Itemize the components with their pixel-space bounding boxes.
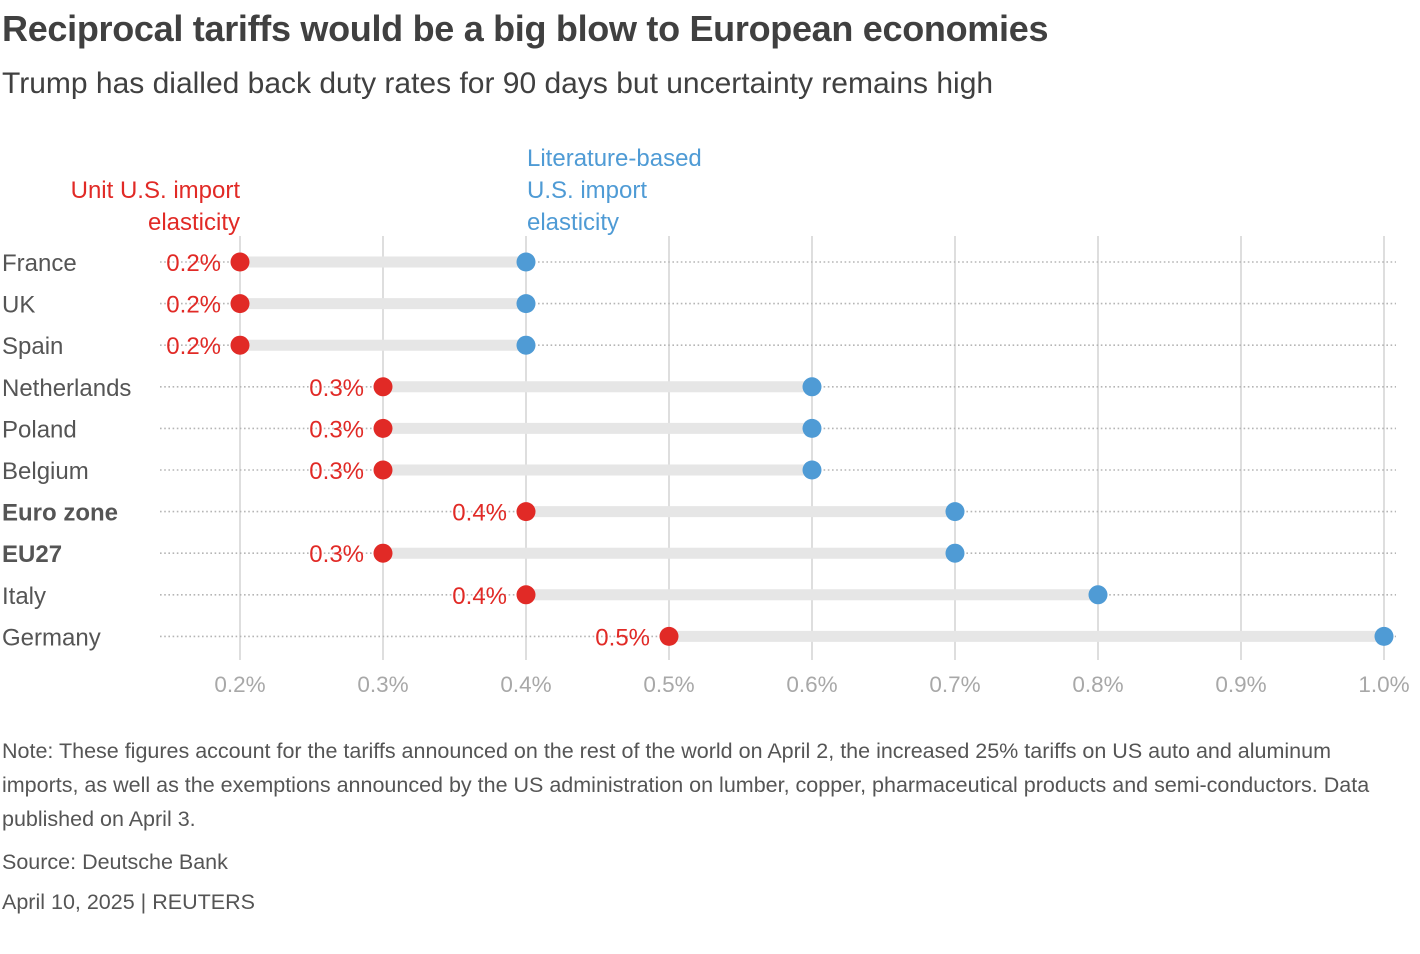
chart-title: Reciprocal tariffs would be a big blow t… bbox=[2, 8, 1049, 49]
literature-elasticity-point bbox=[516, 335, 536, 355]
x-tick-label: 0.9% bbox=[1215, 672, 1266, 697]
unit-elasticity-point bbox=[659, 626, 679, 646]
unit-value-label: 0.3% bbox=[309, 541, 364, 568]
literature-series-label: U.S. import bbox=[527, 177, 647, 204]
x-tick-label: 0.4% bbox=[500, 672, 551, 697]
unit-value-label: 0.3% bbox=[309, 375, 364, 402]
dumbbell-chart: France UK Spain Netherlands Poland Belgium Eur… bbox=[2, 145, 1410, 697]
category-label: Netherlands bbox=[2, 375, 131, 402]
unit-value-label: 0.5% bbox=[595, 624, 650, 651]
unit-value-label: 0.3% bbox=[309, 416, 364, 443]
x-tick-label: 0.8% bbox=[1072, 672, 1123, 697]
unit-elasticity-point bbox=[230, 294, 250, 314]
value-labels: 0.2% 0.2% 0.2% 0.3% 0.3% 0.3% 0.4% 0.3% 0.4% 0.5% bbox=[166, 250, 650, 651]
unit-elasticity-point bbox=[373, 418, 393, 438]
literature-elasticity-point bbox=[516, 294, 536, 314]
unit-elasticity-point bbox=[230, 335, 250, 355]
unit-series-label: elasticity bbox=[148, 209, 240, 236]
unit-elasticity-point bbox=[516, 585, 536, 605]
unit-value-label: 0.4% bbox=[452, 583, 507, 610]
unit-elasticity-point bbox=[373, 460, 393, 480]
data-points bbox=[230, 252, 1394, 646]
source-line: Source: Deutsche Bank bbox=[2, 850, 228, 874]
x-axis-ticks: 0.2% 0.3% 0.4% 0.5% 0.6% 0.7% 0.8% 0.9% 1.0% bbox=[214, 672, 1409, 697]
x-tick-label: 0.2% bbox=[214, 672, 265, 697]
literature-elasticity-point bbox=[945, 502, 965, 522]
category-label: France bbox=[2, 250, 77, 277]
unit-elasticity-point bbox=[373, 377, 393, 397]
x-tick-label: 0.5% bbox=[643, 672, 694, 697]
category-label: Germany bbox=[2, 624, 101, 651]
range-bands bbox=[240, 256, 1384, 642]
category-labels: France UK Spain Netherlands Poland Belgium Eur… bbox=[2, 250, 131, 651]
unit-value-label: 0.4% bbox=[452, 500, 507, 527]
unit-elasticity-point bbox=[516, 502, 536, 522]
literature-elasticity-point bbox=[516, 252, 536, 272]
literature-series-label: elasticity bbox=[527, 209, 619, 236]
unit-value-label: 0.2% bbox=[166, 333, 221, 360]
chart-subtitle: Trump has dialled back duty rates for 90… bbox=[2, 67, 994, 100]
row-guides bbox=[160, 261, 1396, 638]
category-label: Belgium bbox=[2, 458, 89, 485]
category-label: Italy bbox=[2, 583, 46, 610]
literature-elasticity-point bbox=[945, 543, 965, 563]
category-label: UK bbox=[2, 292, 35, 319]
category-label: EU27 bbox=[2, 541, 62, 568]
category-label: Euro zone bbox=[2, 500, 118, 527]
unit-series-label: Unit U.S. import bbox=[71, 177, 241, 204]
x-tick-label: 0.6% bbox=[786, 672, 837, 697]
literature-elasticity-point bbox=[802, 377, 822, 397]
category-label: Poland bbox=[2, 416, 77, 443]
x-tick-label: 1.0% bbox=[1358, 672, 1409, 697]
dateline: April 10, 2025 | REUTERS bbox=[2, 890, 255, 914]
unit-elasticity-point bbox=[230, 252, 250, 272]
x-tick-label: 0.7% bbox=[929, 672, 980, 697]
footnote: Note: These figures account for the tari… bbox=[2, 739, 1370, 831]
unit-value-label: 0.2% bbox=[166, 250, 221, 277]
series-labels: Unit U.S. import elasticity Literature-bas… bbox=[71, 145, 702, 236]
literature-series-label: Literature-based bbox=[527, 145, 702, 172]
literature-elasticity-point bbox=[1088, 585, 1108, 605]
unit-value-label: 0.2% bbox=[166, 292, 221, 319]
unit-elasticity-point bbox=[373, 543, 393, 563]
literature-elasticity-point bbox=[802, 460, 822, 480]
x-tick-label: 0.3% bbox=[357, 672, 408, 697]
unit-value-label: 0.3% bbox=[309, 458, 364, 485]
literature-elasticity-point bbox=[802, 418, 822, 438]
category-label: Spain bbox=[2, 333, 63, 360]
literature-elasticity-point bbox=[1374, 626, 1394, 646]
